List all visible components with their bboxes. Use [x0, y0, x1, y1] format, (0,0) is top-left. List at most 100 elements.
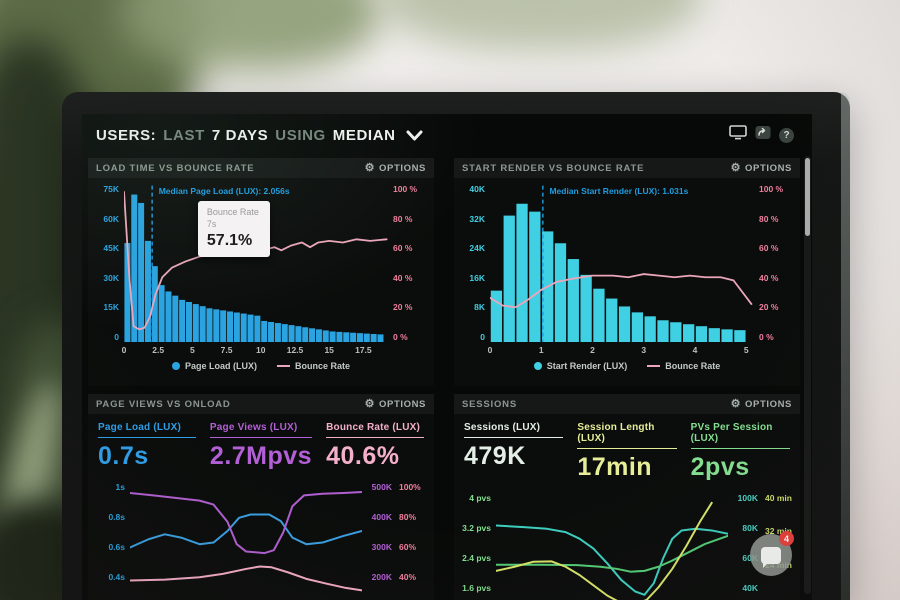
legend-item-bounce-rate[interactable]: Bounce Rate — [647, 361, 720, 371]
chat-widget-button[interactable]: 4 — [750, 531, 794, 576]
panel-title: START RENDER VS BOUNCE RATE — [462, 162, 645, 174]
axis-tick-label: 16K — [469, 272, 485, 283]
metric-value: 2.7Mpvs — [209, 442, 313, 470]
metric-sessions: Sessions (LUX) 479K — [464, 422, 564, 482]
axis-tick-label: 40% — [399, 572, 417, 582]
metric-page-views: Page Views (LUX) 2.7Mpvs — [209, 422, 313, 471]
bounce-rate-tooltip: Bounce Rate 7s 57.1% — [197, 201, 270, 257]
axis-tick-label: 20 % — [393, 302, 413, 313]
x-axis: 0 1 2 3 4 5 — [487, 342, 754, 357]
axis-tick-label: 3.2 pvs — [462, 523, 491, 533]
panel-sessions-header: SESSIONS OPTIONS — [454, 394, 800, 414]
metric-value: 479K — [464, 442, 526, 470]
series-dot-icon — [171, 362, 180, 370]
axis-tick-label: 40K — [469, 184, 485, 194]
metric-value: 17min — [577, 453, 653, 481]
axis-tick-label: 2.4 pvs — [462, 553, 491, 563]
metric-value: 40.6% — [326, 442, 400, 470]
x-axis: 0 2.5 5 7.5 10 12.5 15 17.5 — [121, 342, 388, 357]
options-button[interactable]: OPTIONS — [365, 399, 426, 410]
metric-session-length: Session Length (LUX) 17min — [577, 422, 677, 482]
x-tick-label: 0 — [121, 345, 127, 355]
gear-icon — [731, 399, 741, 410]
options-button[interactable]: OPTIONS — [365, 163, 426, 174]
axis-tick-label: 8K — [474, 302, 485, 313]
axis-tick-label: 24K — [469, 243, 485, 254]
axis-tick-label: 500K — [371, 482, 392, 492]
panel-start-render: START RENDER VS BOUNCE RATE OPTIONS 40K 3… — [454, 158, 800, 386]
x-tick-label: 3 — [641, 345, 647, 355]
tooltip-x-value: 7s — [206, 219, 217, 230]
sessions-lines-svg — [496, 488, 728, 600]
legend-label: Page Load (LUX) — [184, 361, 257, 371]
options-button[interactable]: OPTIONS — [731, 399, 792, 410]
load-time-plot: Median Page Load (LUX): 2.056s Bounce Ra… — [124, 184, 388, 342]
options-label: OPTIONS — [379, 162, 426, 174]
display-icon[interactable] — [729, 125, 747, 145]
axis-tick-label: 40 min — [765, 493, 792, 503]
plant-blur — [380, 0, 700, 50]
options-label: OPTIONS — [745, 398, 792, 410]
axis-tick-label: 30K — [103, 272, 119, 283]
legend-label: Bounce Rate — [295, 361, 351, 371]
axis-tick-label: 32K — [469, 213, 485, 224]
metric-value: 2pvs — [690, 453, 750, 481]
share-icon[interactable] — [755, 125, 771, 145]
legend-item-page-load[interactable]: Page Load (LUX) — [171, 361, 257, 371]
axis-tick-label: 0.8s — [108, 512, 125, 522]
start-render-histogram-svg — [490, 184, 754, 342]
legend-item-start-render[interactable]: Start Render (LUX) — [533, 361, 627, 371]
axis-tick-label: 0.6s — [108, 542, 125, 552]
legend: Page Load (LUX) Bounce Rate — [94, 357, 428, 375]
metric-label: Page Load (LUX) — [98, 422, 196, 438]
y-axis-left: 4 pvs 3.2 pvs 2.4 pvs 1.6 pvs — [460, 493, 496, 593]
x-tick-label: 1 — [538, 345, 544, 355]
start-render-chart: 40K 32K 24K 16K 8K 0 Median Start Render (LUX… — [454, 178, 800, 375]
axis-tick-label: 40 % — [759, 272, 779, 283]
chat-notification-badge: 4 — [779, 531, 794, 546]
chevron-down-icon[interactable] — [406, 129, 423, 142]
x-tick-label: 7.5 — [220, 345, 233, 355]
title-users: USERS: — [96, 127, 157, 144]
axis-tick-label: 80 % — [759, 213, 779, 224]
help-icon[interactable] — [779, 127, 794, 143]
legend-item-bounce-rate[interactable]: Bounce Rate — [277, 361, 350, 371]
dashboard-title[interactable]: USERS: LAST 7 DAYS USING MEDIAN — [96, 127, 423, 144]
sessions-plot — [496, 488, 728, 600]
y-axis-right: 100 % 80 % 60 % 40 % 20 % 0 % — [388, 184, 428, 342]
gear-icon — [365, 163, 375, 174]
metric-bounce-rate: Bounce Rate (LUX) 40.6% — [326, 422, 425, 471]
panel-start-render-header: START RENDER VS BOUNCE RATE OPTIONS — [454, 158, 800, 178]
options-label: OPTIONS — [745, 162, 792, 174]
x-tick-label: 0 — [487, 345, 493, 355]
axis-tick-label: 15K — [103, 302, 119, 313]
panel-title: PAGE VIEWS VS ONLOAD — [96, 398, 231, 410]
axis-tick-label: 60 % — [393, 243, 413, 254]
y-axis-left: 75K 60K 45K 30K 15K 0 — [94, 184, 124, 342]
tooltip-series: Bounce Rate — [206, 207, 259, 218]
y-axis-left: 40K 32K 24K 16K 8K 0 — [460, 184, 490, 342]
load-time-histogram-svg — [124, 184, 388, 342]
metric-label: PVs Per Session (LUX) — [690, 422, 790, 449]
gear-icon — [731, 163, 741, 174]
options-button[interactable]: OPTIONS — [731, 163, 792, 174]
title-median: MEDIAN — [332, 127, 396, 144]
options-label: OPTIONS — [379, 398, 426, 410]
scrollbar-thumb[interactable] — [805, 158, 810, 236]
panel-title: SESSIONS — [462, 398, 517, 410]
metric-label: Session Length (LUX) — [577, 422, 677, 449]
median-annotation: Median Start Render (LUX): 1.031s — [549, 186, 689, 196]
axis-tick-label: 80K — [742, 523, 758, 533]
axis-tick-label: 20 % — [759, 302, 779, 313]
scrollbar-track — [804, 156, 811, 594]
metrics-row: Sessions (LUX) 479K Session Length (LUX)… — [454, 414, 800, 484]
axis-tick-label: 1s — [115, 482, 125, 492]
metric-label: Sessions (LUX) — [464, 422, 564, 438]
page-views-plot — [130, 477, 362, 600]
panel-sessions: SESSIONS OPTIONS Sessions (LUX) 479K Ses… — [454, 394, 800, 600]
axis-tick-label: 100 % — [393, 184, 418, 194]
axis-tick-label: 0 % — [393, 331, 408, 342]
axis-tick-label: 32 min — [765, 526, 792, 537]
axis-tick-label: 1.6 pvs — [462, 583, 491, 593]
axis-tick-label: 4 pvs — [469, 493, 491, 503]
